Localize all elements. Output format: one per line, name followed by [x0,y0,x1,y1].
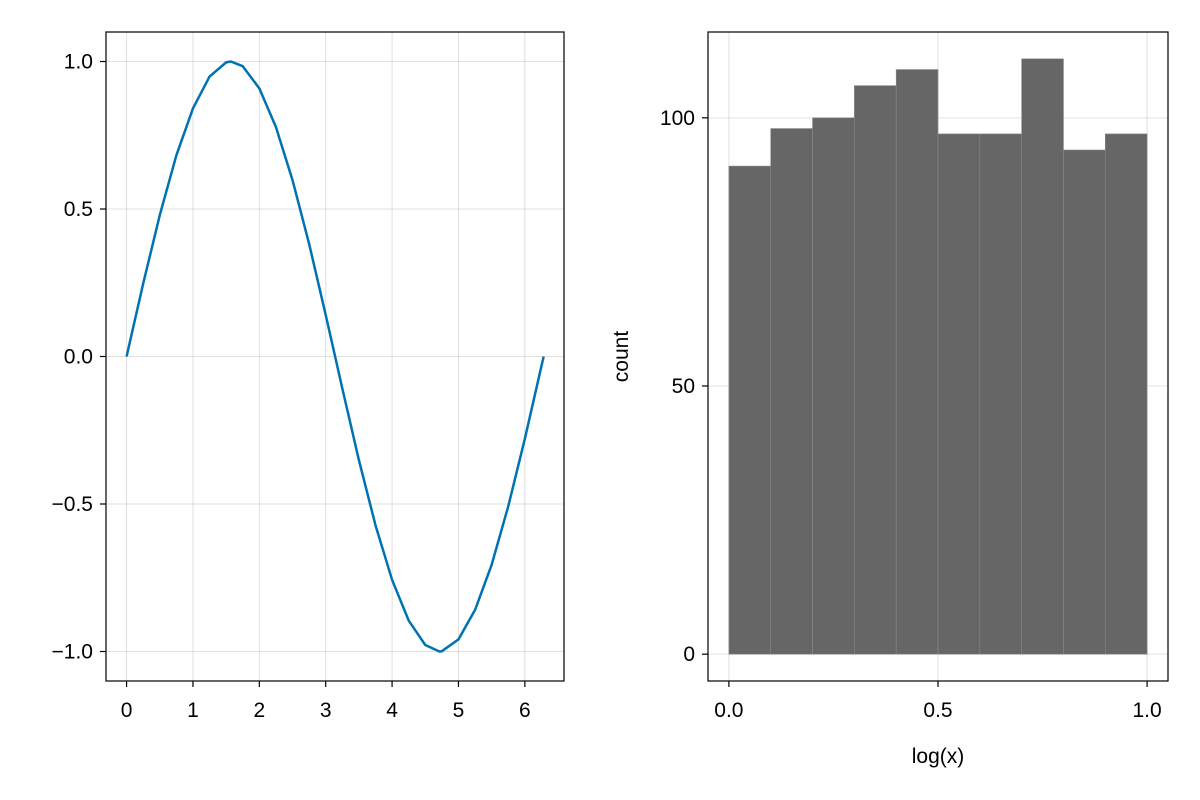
left-x-tick-label: 3 [320,699,332,722]
right-y-tick-label: 100 [660,107,695,130]
left-x-tick-label: 4 [386,699,398,722]
left-x-tick-label: 1 [187,699,199,722]
right-y-tick-label: 50 [672,375,695,398]
histogram-bar [979,133,1022,655]
left-x-tick-label: 6 [519,699,531,722]
sine-line-panel: 0 1 2 3 4 5 6 1.0 0.5 0.0 −0.5 −1.0 [52,31,565,722]
left-y-tick-label: 1.0 [64,51,93,74]
left-y-tick-label: −1.0 [52,641,93,664]
left-x-tick-label: 2 [253,699,265,722]
right-x-axis-label: log(x) [912,745,965,768]
histogram-bar [937,133,981,655]
histogram-bar [854,85,897,655]
left-grid [106,32,564,681]
histogram-bar [812,117,855,655]
right-x-tick-label: 1.0 [1132,699,1161,722]
right-y-axis-label: count [610,331,633,383]
histogram-bar [728,165,772,655]
left-y-tick-label: −0.5 [52,493,93,516]
left-x-tick-label: 0 [121,699,133,722]
left-x-tick-label: 5 [453,699,465,722]
sine-series-line [125,60,545,653]
histogram-bar [1021,58,1064,655]
right-x-tick-label: 0.0 [714,699,743,722]
histogram-panel: 0.0 0.5 1.0 0 50 100 log(x) count [610,31,1169,768]
left-y-tick-label: 0.5 [64,198,93,221]
histogram-bar [1063,149,1106,655]
histogram-bar [770,128,813,655]
left-y-tick-label: 0.0 [64,346,93,369]
histogram-bars [728,58,1148,655]
histogram-bar [1104,133,1148,655]
right-y-tick-label: 0 [683,643,695,666]
histogram-bar [895,69,939,655]
right-x-tick-label: 0.5 [923,699,952,722]
